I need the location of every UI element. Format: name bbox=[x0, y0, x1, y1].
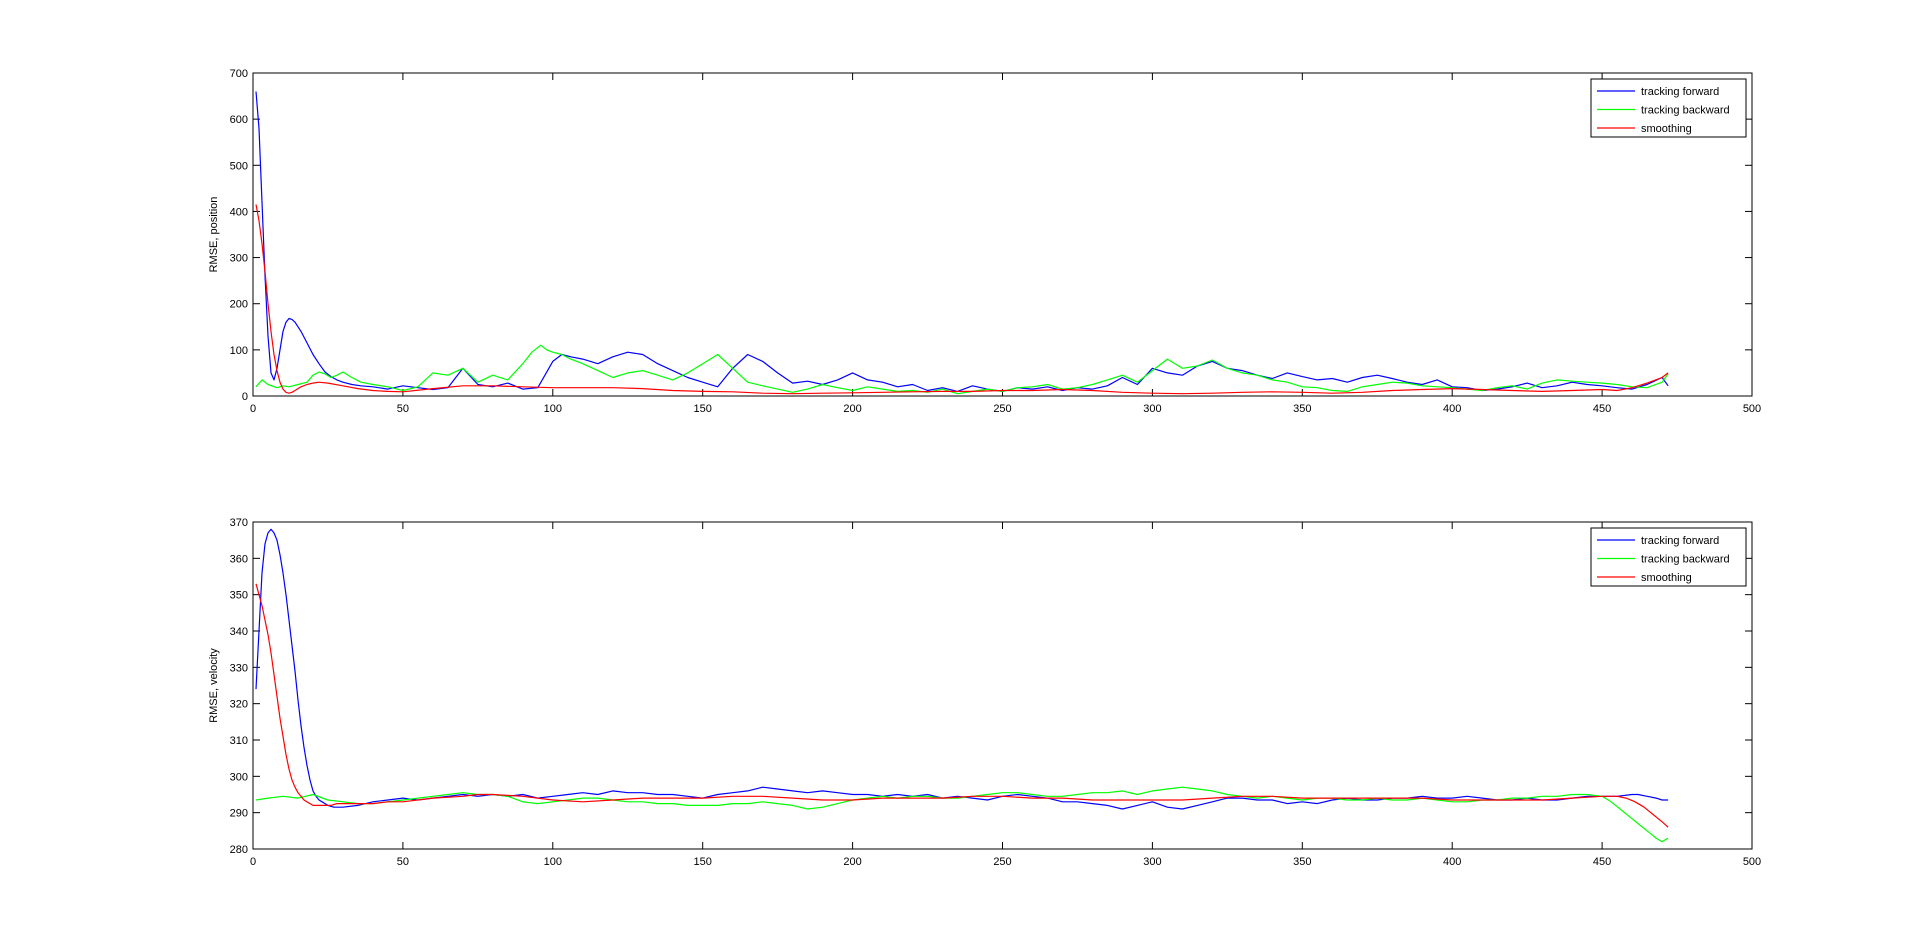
y-tick-label: 300 bbox=[230, 253, 248, 265]
legend-label: tracking backward bbox=[1641, 554, 1730, 566]
y-tick-label: 300 bbox=[230, 771, 248, 783]
x-tick-label: 150 bbox=[694, 856, 712, 868]
legend-box bbox=[1590, 78, 1747, 138]
x-tick-label: 150 bbox=[694, 403, 712, 415]
legend: tracking forward tracking backward smoothi… bbox=[1590, 527, 1747, 587]
y-tick-label: 360 bbox=[230, 553, 248, 565]
x-tick-label: 100 bbox=[544, 403, 562, 415]
y-tick-label: 700 bbox=[230, 68, 248, 80]
y-tick-label: 200 bbox=[230, 299, 248, 311]
legend-label: tracking forward bbox=[1641, 86, 1719, 98]
y-tick-label: 350 bbox=[230, 590, 248, 602]
x-tick-label: 500 bbox=[1743, 856, 1761, 868]
y-tick-label: 290 bbox=[230, 808, 248, 820]
x-tick-label: 250 bbox=[993, 856, 1011, 868]
x-tick-label: 450 bbox=[1593, 856, 1611, 868]
plot-area bbox=[252, 521, 1753, 850]
x-tick-label: 350 bbox=[1293, 856, 1311, 868]
x-tick-label: 100 bbox=[544, 856, 562, 868]
legend-label: tracking forward bbox=[1641, 535, 1719, 547]
x-tick-label: 400 bbox=[1443, 403, 1461, 415]
y-tick-label: 100 bbox=[230, 345, 248, 357]
y-tick-label: 400 bbox=[230, 206, 248, 218]
x-tick-label: 0 bbox=[250, 403, 256, 415]
y-tick-label: 370 bbox=[230, 517, 248, 529]
y-tick-label: 280 bbox=[230, 844, 248, 856]
legend-label: smoothing bbox=[1641, 123, 1692, 135]
x-tick-label: 350 bbox=[1293, 403, 1311, 415]
series-line-tracking-forward bbox=[255, 91, 1669, 392]
x-tick-label: 300 bbox=[1143, 403, 1161, 415]
series-line-tracking-forward bbox=[255, 528, 1669, 810]
x-tick-label: 450 bbox=[1593, 403, 1611, 415]
y-tick-label: 310 bbox=[230, 735, 248, 747]
y-tick-label: 320 bbox=[230, 699, 248, 711]
y-axis-label: RMSE, velocity bbox=[208, 648, 220, 723]
series-line-tracking-backward bbox=[255, 344, 1669, 395]
x-tick-label: 50 bbox=[397, 856, 409, 868]
y-axis-label: RMSE, position bbox=[208, 197, 220, 273]
x-tick-label: 400 bbox=[1443, 856, 1461, 868]
x-tick-label: 0 bbox=[250, 856, 256, 868]
x-tick-label: 200 bbox=[843, 403, 861, 415]
x-tick-label: 500 bbox=[1743, 403, 1761, 415]
x-tick-label: 250 bbox=[993, 403, 1011, 415]
series-line-smoothing bbox=[255, 583, 1669, 828]
y-tick-label: 500 bbox=[230, 160, 248, 172]
legend: tracking forward tracking backward smoothi… bbox=[1590, 78, 1747, 138]
series-line-smoothing bbox=[255, 204, 1669, 395]
chart-2: 0 50 100 150 200 250 300 350 400 450 500 280 290 300 3… bbox=[208, 517, 1761, 868]
y-tick-label: 330 bbox=[230, 662, 248, 674]
y-tick-label: 600 bbox=[230, 114, 248, 126]
legend-label: smoothing bbox=[1641, 572, 1692, 584]
chart-1: 0 50 100 150 200 250 300 350 400 450 500 0 100 200 300… bbox=[208, 68, 1761, 415]
x-tick-label: 300 bbox=[1143, 856, 1161, 868]
y-tick-label: 340 bbox=[230, 626, 248, 638]
x-tick-label: 200 bbox=[843, 856, 861, 868]
y-tick-label: 0 bbox=[242, 391, 248, 403]
legend-label: tracking backward bbox=[1641, 105, 1730, 117]
x-tick-label: 50 bbox=[397, 403, 409, 415]
legend-box bbox=[1590, 527, 1747, 587]
plot-area bbox=[252, 72, 1753, 397]
